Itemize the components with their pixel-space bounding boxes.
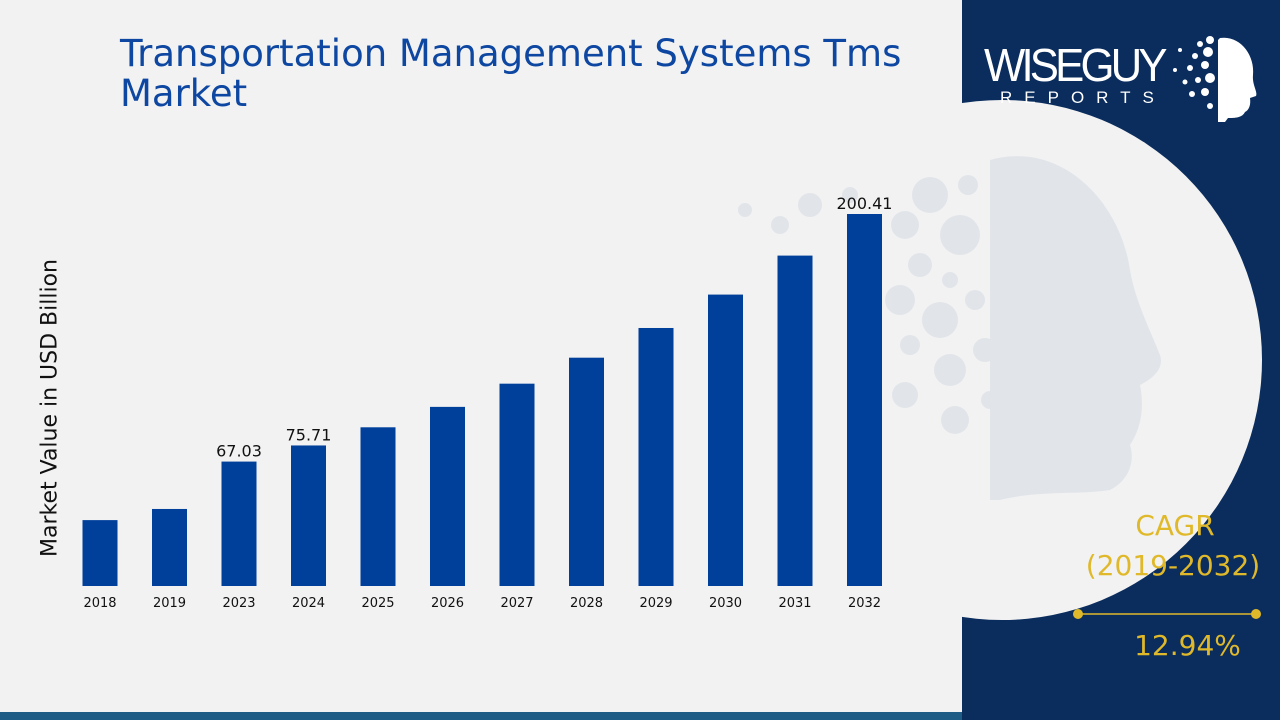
bar-2024 — [291, 445, 326, 586]
chart-title: Transportation Management Systems Tms Ma… — [120, 32, 902, 115]
x-tick-2024: 2024 — [292, 596, 325, 611]
data-label-2023: 67.03 — [216, 442, 262, 461]
bar-2028 — [569, 357, 604, 586]
bar-2030 — [708, 294, 743, 586]
data-label-2024: 75.71 — [286, 425, 332, 444]
x-tick-labels: 2018 2019 2023 2024 2025 2026 2027 2028 2029 2030… — [83, 596, 881, 611]
bar-2031 — [777, 255, 813, 586]
bottom-bar — [0, 712, 962, 720]
bar-2023 — [221, 461, 257, 586]
cagr-label: CAGR — [1135, 509, 1215, 542]
logo-head-icon — [1173, 36, 1257, 122]
cagr-divider — [1073, 609, 1261, 619]
x-tick-2027: 2027 — [500, 596, 533, 611]
bar-2019 — [152, 508, 187, 586]
cagr-period: (2019-2032) — [1085, 549, 1261, 582]
x-tick-2018: 2018 — [83, 596, 116, 611]
panel-circle — [742, 100, 1262, 620]
bar-chart: 2018 2019 2023 2024 2025 2026 2027 2028 2029 2030… — [82, 194, 892, 611]
x-tick-2023: 2023 — [222, 596, 255, 611]
x-tick-2019: 2019 — [153, 596, 186, 611]
bar-2018 — [82, 520, 118, 586]
x-tick-2030: 2030 — [709, 596, 742, 611]
bars-group — [82, 214, 882, 586]
x-tick-2032: 2032 — [848, 596, 881, 611]
bar-2029 — [638, 327, 674, 586]
bar-2025 — [360, 427, 396, 586]
x-tick-2025: 2025 — [361, 596, 394, 611]
x-tick-2029: 2029 — [639, 596, 672, 611]
x-tick-2028: 2028 — [570, 596, 603, 611]
x-tick-2031: 2031 — [778, 596, 811, 611]
bar-2026 — [430, 406, 465, 586]
data-labels: 67.03 75.71 200.41 — [216, 194, 892, 461]
data-label-2032: 200.41 — [837, 194, 893, 213]
bar-2032 — [847, 214, 882, 586]
logo-wordmark: WISEGUY — [984, 39, 1168, 91]
bar-2027 — [499, 383, 535, 586]
logo-subtitle: REPORTS — [1000, 88, 1166, 107]
cagr-value: 12.94% — [1134, 629, 1241, 662]
x-tick-2026: 2026 — [431, 596, 464, 611]
